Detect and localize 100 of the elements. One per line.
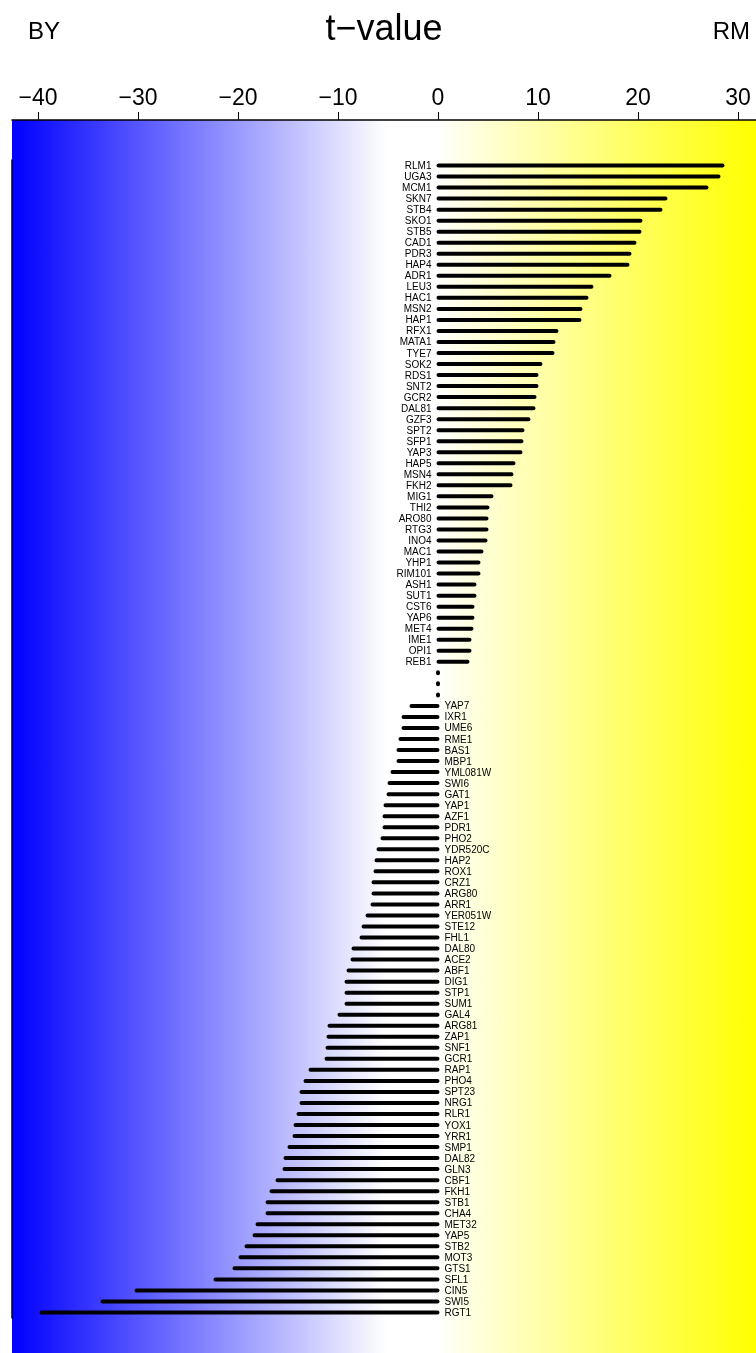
y-tick-label: SPT23 <box>444 1086 476 1098</box>
y-tick-label: SWI6 <box>444 777 470 789</box>
y-tick-label: RGT1 <box>444 1306 472 1318</box>
y-tick-label: ARO80 <box>398 512 432 524</box>
y-tick-label: ARR1 <box>444 898 472 910</box>
y-tick-label: SNF1 <box>444 1042 471 1054</box>
y-tick-label: YAP6 <box>406 612 432 624</box>
y-tick-label: ZAP1 <box>444 1031 470 1043</box>
y-tick-label: RIM101 <box>396 568 432 580</box>
y-tick-label: YAP5 <box>444 1229 470 1241</box>
y-tick-label: PDR1 <box>444 821 472 833</box>
y-tick-label: AZF1 <box>444 810 470 822</box>
x-axis-title: t−value <box>325 6 443 48</box>
y-tick-label: FKH2 <box>405 479 432 491</box>
y-tick-label: YHP1 <box>405 557 432 569</box>
y-tick-label: MAC1 <box>403 546 432 558</box>
y-tick-label: DAL80 <box>444 943 476 955</box>
y-tick-label: OPI1 <box>408 645 432 657</box>
y-tick-label: MBP1 <box>444 755 473 767</box>
y-tick-label: STB4 <box>406 204 432 216</box>
y-tick-label: CBF1 <box>444 1174 471 1186</box>
y-tick-label: SOK2 <box>404 358 432 370</box>
y-tick-label: THI2 <box>409 501 432 513</box>
y-tick-label: YML081W <box>444 766 492 778</box>
y-tick-label: STE12 <box>444 920 476 932</box>
y-tick-label: HAP2 <box>444 854 472 866</box>
y-tick-label: GCR1 <box>444 1053 473 1065</box>
y-tick-label: GLN3 <box>444 1163 472 1175</box>
y-tick-label: DAL81 <box>400 402 432 414</box>
y-tick-label: MCM1 <box>402 182 432 194</box>
x-tick-label: −20 <box>218 83 258 110</box>
y-tick-label: GAT1 <box>444 788 471 800</box>
y-tick-label: HAP4 <box>405 259 432 271</box>
y-tick-label: ARG81 <box>444 1020 478 1032</box>
x-tick-label: 30 <box>725 83 751 110</box>
y-tick-label: FKH1 <box>444 1185 471 1197</box>
y-tick-label: MIG1 <box>407 490 432 502</box>
y-tick-label: ASH1 <box>405 579 432 591</box>
y-tick-label: RDS1 <box>404 369 432 381</box>
y-tick-label: FHL1 <box>444 932 470 944</box>
y-tick-label: CRZ1 <box>444 876 472 888</box>
y-tick-label: STP1 <box>444 987 470 999</box>
y-tick-label: SPT2 <box>406 424 432 436</box>
y-tick-label: RTG3 <box>405 523 432 535</box>
y-tick-label: SWI5 <box>444 1295 470 1307</box>
y-tick-label: SNT2 <box>405 380 432 392</box>
y-tick-label: MSN4 <box>403 468 432 480</box>
y-tick-label: GAL4 <box>444 1009 471 1021</box>
y-tick-label: HAP5 <box>405 457 432 469</box>
y-tick-label: YAP7 <box>444 700 470 712</box>
y-tick-label: IXR1 <box>444 711 468 723</box>
x-tick-label: 20 <box>625 83 651 110</box>
y-tick-label: SUM1 <box>444 998 473 1010</box>
y-tick-label: BAS1 <box>444 744 471 756</box>
y-tick-label: YER051W <box>444 909 492 921</box>
y-tick-label: HAC1 <box>404 292 432 304</box>
y-tick-label: PHO4 <box>444 1075 473 1087</box>
y-tick-label: STB1 <box>444 1196 470 1208</box>
y-tick-label: ACE2 <box>444 954 472 966</box>
y-tick-label: YDR520C <box>444 843 490 855</box>
y-tick-label: RLR1 <box>444 1108 471 1120</box>
y-tick-label: GZF3 <box>405 413 432 425</box>
y-tick-label: ADR1 <box>404 270 432 282</box>
y-tick-label: YRR1 <box>444 1130 472 1142</box>
y-tick-label: SFP1 <box>406 435 432 447</box>
y-tick-label: LEU3 <box>406 281 432 293</box>
y-tick-label: REB1 <box>405 656 432 668</box>
y-tick-label: HAP1 <box>405 314 432 326</box>
y-tick-label: TYE7 <box>406 347 432 359</box>
y-tick-label: CIN5 <box>444 1284 468 1296</box>
y-tick-label: PHO2 <box>444 832 473 844</box>
y-tick-label: MSN2 <box>403 303 432 315</box>
x-tick-label: 10 <box>525 83 551 110</box>
y-tick-label: SFL1 <box>444 1273 469 1285</box>
y-tick-label: NRG1 <box>444 1097 473 1109</box>
y-tick-label: CST6 <box>405 601 432 613</box>
y-tick-label: SKO1 <box>404 215 432 227</box>
y-tick-label: UGA3 <box>404 171 432 183</box>
x-tick-label: 0 <box>431 83 445 110</box>
y-tick-label: SUT1 <box>405 590 432 602</box>
y-tick-label: INO4 <box>408 534 432 546</box>
y-tick-label: CAD1 <box>404 237 432 249</box>
y-tick-label: MATA1 <box>399 336 432 348</box>
y-tick-label: ABF1 <box>444 965 470 977</box>
y-tick-label: GTS1 <box>444 1262 472 1274</box>
y-tick-label: GCR2 <box>403 391 432 403</box>
y-tick-label: MOT3 <box>444 1251 473 1263</box>
text: RM <box>712 16 750 44</box>
y-tick-label: RAP1 <box>444 1064 472 1076</box>
y-tick-label: RME1 <box>444 733 473 745</box>
y-tick-label: STB2 <box>444 1240 470 1252</box>
y-tick-label: YOX1 <box>444 1119 472 1131</box>
y-tick-label: RFX1 <box>405 325 432 337</box>
y-tick-label: SMP1 <box>444 1141 473 1153</box>
x-tick-label: −10 <box>318 83 358 110</box>
y-tick-label: CHA4 <box>444 1207 472 1219</box>
y-tick-label: PDR3 <box>404 248 432 260</box>
x-tick-label: −30 <box>118 83 158 110</box>
y-tick-label: DAL82 <box>444 1152 476 1164</box>
y-tick-label: YAP3 <box>406 446 432 458</box>
